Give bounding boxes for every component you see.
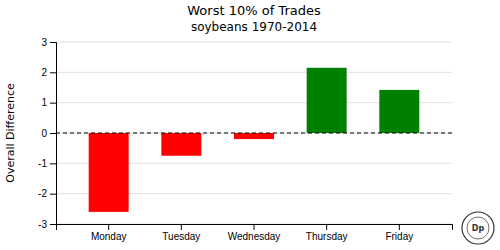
y-tick: 2 (41, 67, 56, 78)
zero-line (56, 133, 452, 134)
y-tick-label: 3 (41, 37, 47, 48)
y-tick: -1 (38, 158, 56, 169)
y-tick-label: -2 (38, 188, 47, 199)
x-axis: Monday Tuesday Wednesday Thursday Friday (57, 224, 453, 242)
bar (307, 68, 347, 133)
x-tick: Monday (91, 224, 127, 242)
grid-line (56, 42, 452, 43)
bar (161, 133, 201, 156)
x-tick-mark (181, 224, 182, 230)
bars (89, 68, 420, 212)
y-tick-label: -3 (38, 219, 47, 230)
title: Worst 10% of Trades (187, 3, 321, 18)
y-tick-mark (50, 194, 56, 195)
y-tick-mark (50, 72, 56, 73)
bar (234, 133, 274, 139)
x-axis-line (57, 225, 453, 231)
watermark-outer (462, 212, 494, 244)
y-tick-label: 2 (41, 67, 47, 78)
chart: -3 -2 -1 0 1 2 3 Monday Tuesday Wednesday Thursday… (0, 0, 500, 250)
y-tick-label: 0 (41, 128, 47, 139)
y-axis: -3 -2 -1 0 1 2 3 (38, 37, 56, 230)
x-tick-mark (254, 224, 255, 230)
x-tick-label: Thursday (306, 231, 348, 242)
plot: -3 -2 -1 0 1 2 3 Monday Tuesday Wednesday Thursday… (38, 37, 452, 242)
bar (379, 90, 419, 133)
grid-line (56, 72, 452, 73)
watermark-inner (467, 217, 489, 239)
annotation: Dp (472, 224, 485, 233)
x-tick-mark (399, 224, 400, 230)
y-tick-mark (50, 163, 56, 164)
y-tick-mark (50, 103, 56, 104)
grid (56, 42, 452, 224)
x-tick: Thursday (306, 224, 348, 242)
x-tick: Tuesday (162, 224, 200, 242)
subtitle: soybeans 1970-2014 (191, 20, 317, 34)
y-axis-line (50, 43, 57, 225)
x-tick-mark (326, 224, 327, 230)
y-tick-label: 1 (41, 97, 47, 108)
y-axis-title: Overall Difference (4, 83, 17, 183)
x-tick-label: Wednesday (228, 231, 281, 242)
y-tick: 0 (41, 128, 56, 139)
x-tick-label: Monday (91, 231, 127, 242)
y-tick: 3 (41, 37, 56, 48)
bar (89, 133, 129, 212)
y-tick: -3 (38, 219, 56, 230)
y-tick-label: -1 (38, 158, 47, 169)
grid-line (56, 133, 452, 134)
y-tick: 1 (41, 97, 56, 108)
y-tick: -2 (38, 188, 56, 199)
x-tick-label: Friday (385, 231, 413, 242)
y-tick-mark (50, 42, 56, 43)
x-tick-label: Tuesday (162, 231, 200, 242)
y-tick-mark (50, 224, 56, 225)
y-tick-mark (50, 133, 56, 134)
x-tick-mark (108, 224, 109, 230)
watermark: Dp (462, 212, 494, 244)
x-tick: Wednesday (228, 224, 281, 242)
x-tick: Friday (385, 224, 413, 242)
